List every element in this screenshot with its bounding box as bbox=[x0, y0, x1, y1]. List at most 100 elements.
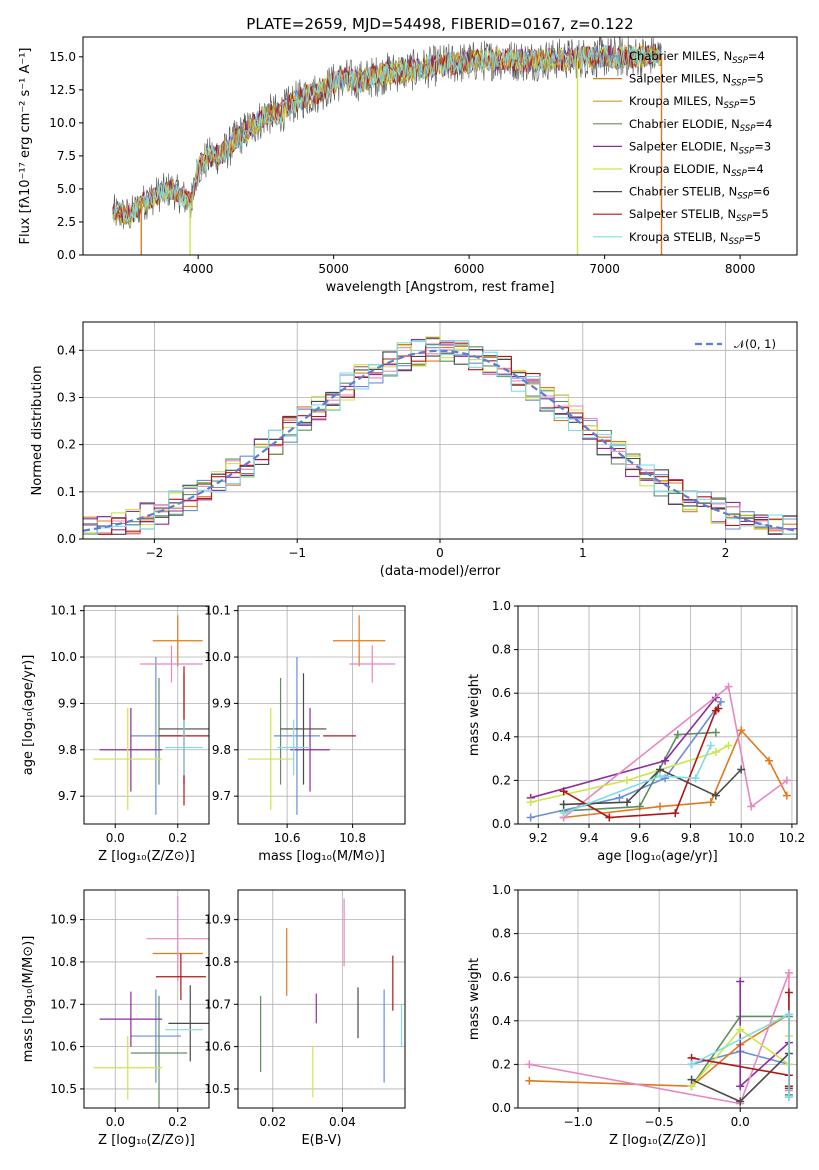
y-tick-label: 1.0 bbox=[492, 883, 511, 897]
series-marker bbox=[559, 800, 568, 809]
series-marker bbox=[784, 1093, 793, 1102]
series-marker bbox=[714, 704, 723, 713]
series-marker bbox=[706, 798, 715, 807]
plot-frame bbox=[82, 321, 798, 540]
plot-frame bbox=[83, 605, 210, 825]
series-marker bbox=[784, 968, 793, 977]
legend-entry: Chabrier ELODIE, NSSP=4 bbox=[629, 117, 772, 134]
y-tick-label: 5.0 bbox=[57, 182, 76, 196]
series-line-6 bbox=[563, 768, 742, 806]
spectrum-chart: 4000 5000 6000 7000 8000 0.0 2.5 5.0 7.5 10.0 12.5… bbox=[18, 36, 798, 295]
series-marker bbox=[673, 730, 682, 739]
x-axis-label: (data-model)/error bbox=[380, 564, 501, 579]
series-marker bbox=[526, 813, 535, 822]
series-marker bbox=[784, 1010, 793, 1019]
y-axis-label: Flux [fλ10⁻¹⁷ erg cm⁻² s⁻¹ A⁻¹] bbox=[18, 48, 33, 245]
y-tick-label: 0.1 bbox=[57, 485, 76, 499]
y-tick-label: 0.8 bbox=[492, 927, 511, 941]
series-marker bbox=[736, 1097, 745, 1106]
y-axis-label: mass weight bbox=[467, 674, 482, 756]
series-marker bbox=[765, 756, 774, 765]
y-tick-label: 0.2 bbox=[492, 1057, 511, 1071]
x-tick-label: −1.0 bbox=[563, 1115, 592, 1129]
mass-weight-vs-Z-chart: −1.0 −0.5 0.0 0.0 0.2 0.4 0.6 0.8 1.0 Z [log₁₀(Z/… bbox=[467, 883, 798, 1148]
age-vs-Z-chart: 0.0 0.2 9.7 9.8 9.9 10.0 10.1 Z [log₁₀(Z/Z⊙)] ag… bbox=[21, 604, 210, 864]
plot-frame bbox=[83, 889, 210, 1109]
x-tick-label: 10.8 bbox=[339, 831, 366, 845]
y-tick-label: 10.6 bbox=[204, 1040, 231, 1054]
x-tick-label: 0.02 bbox=[259, 1115, 286, 1129]
y-tick-label: 0.3 bbox=[57, 390, 76, 404]
residual-chart: −2 −1 0 1 2 0.0 0.1 0.2 0.3 0.4 (data-model)/error… bbox=[30, 321, 798, 579]
y-tick-label: 0.0 bbox=[57, 248, 76, 262]
x-tick-label: 5000 bbox=[318, 262, 349, 276]
y-tick-label: 10.0 bbox=[49, 116, 76, 130]
series-marker bbox=[526, 798, 535, 807]
y-tick-label: 9.9 bbox=[58, 696, 77, 710]
series-marker bbox=[656, 802, 665, 811]
x-tick-label: 6000 bbox=[454, 262, 485, 276]
y-tick-label: 12.5 bbox=[49, 83, 76, 97]
series-marker bbox=[724, 682, 733, 691]
series-marker bbox=[716, 697, 725, 706]
plot-frame bbox=[517, 889, 798, 1109]
y-axis-label: age [log₁₀(age/yr)] bbox=[21, 655, 36, 776]
x-tick-label: 9.4 bbox=[579, 831, 598, 845]
series-marker bbox=[525, 1076, 534, 1085]
y-tick-label: 0.0 bbox=[492, 817, 511, 831]
x-axis-label: mass [log₁₀(M/M⊙)] bbox=[258, 849, 385, 864]
series-marker bbox=[782, 776, 791, 785]
legend-entry: Chabrier MILES, NSSP=4 bbox=[629, 49, 765, 66]
y-tick-label: 10.7 bbox=[50, 997, 77, 1011]
x-tick-label: 1 bbox=[579, 546, 587, 560]
series-marker bbox=[736, 1082, 745, 1091]
plot-frame bbox=[237, 605, 406, 825]
x-axis-label: E(B-V) bbox=[301, 1133, 341, 1148]
y-tick-label: 0.4 bbox=[492, 1014, 511, 1028]
y-tick-label: 10.8 bbox=[50, 955, 77, 969]
y-tick-label: 10.1 bbox=[204, 604, 231, 618]
series-marker bbox=[747, 802, 756, 811]
series-marker bbox=[605, 813, 614, 822]
mass-weight-vs-age-chart: 9.2 9.4 9.6 9.8 10.0 10.2 0.0 0.2 0.4 0.6 0.8 1.0 ag… bbox=[467, 599, 805, 864]
x-tick-label: 0.2 bbox=[168, 1115, 187, 1129]
legend-entry: Chabrier STELIB, NSSP=6 bbox=[629, 185, 770, 202]
y-tick-label: 0.4 bbox=[57, 343, 76, 357]
age-vs-Z-plot-area bbox=[93, 615, 209, 815]
x-tick-label: 10.2 bbox=[779, 831, 806, 845]
series-line-5 bbox=[530, 744, 729, 803]
series-line-1 bbox=[563, 728, 788, 819]
mass-vs-Z-chart: 0.0 0.2 10.5 10.6 10.7 10.8 10.9 Z [log₁₀(Z/Z⊙)… bbox=[21, 889, 210, 1148]
y-tick-label: 15.0 bbox=[49, 50, 76, 64]
y-tick-label: 10.1 bbox=[50, 604, 77, 618]
series-marker bbox=[711, 791, 720, 800]
figure-title: PLATE=2659, MJD=54498, FIBERID=0167, z=0… bbox=[246, 15, 633, 33]
series-marker bbox=[706, 741, 715, 750]
y-tick-label: 0.0 bbox=[492, 1101, 511, 1115]
histogram-8 bbox=[83, 340, 797, 535]
x-tick-label: 7000 bbox=[589, 262, 620, 276]
y-tick-label: 9.7 bbox=[58, 789, 77, 803]
spectrum-line-2 bbox=[112, 44, 662, 225]
legend-entry: Salpeter MILES, NSSP=5 bbox=[629, 72, 764, 89]
age-vs-mass-chart: 10.6 10.8 9.7 9.8 9.9 10.0 10.1 mass [log₁₀(M/M… bbox=[204, 604, 406, 864]
x-tick-label: −0.5 bbox=[645, 1115, 674, 1129]
spectrum-line-8 bbox=[112, 45, 662, 223]
y-tick-label: 10.7 bbox=[204, 997, 231, 1011]
legend-entry: 𝒩(0, 1) bbox=[734, 337, 776, 351]
x-axis-label: Z [log₁₀(Z/Z⊙)] bbox=[609, 1133, 706, 1148]
y-tick-label: 10.9 bbox=[204, 913, 231, 927]
x-axis-label: age [log₁₀(age/yr)] bbox=[597, 849, 718, 864]
series-marker bbox=[711, 748, 720, 757]
x-tick-label: 9.2 bbox=[529, 831, 548, 845]
series-marker bbox=[623, 776, 632, 785]
y-tick-label: 9.8 bbox=[212, 743, 231, 757]
mass-vs-Z-plot-area bbox=[93, 896, 209, 1108]
series-marker bbox=[656, 772, 665, 781]
x-tick-label: 2 bbox=[722, 546, 730, 560]
y-tick-label: 10.6 bbox=[50, 1040, 77, 1054]
x-tick-label: −1 bbox=[288, 546, 306, 560]
y-tick-label: 10.9 bbox=[50, 913, 77, 927]
x-tick-label: 0 bbox=[436, 546, 444, 560]
